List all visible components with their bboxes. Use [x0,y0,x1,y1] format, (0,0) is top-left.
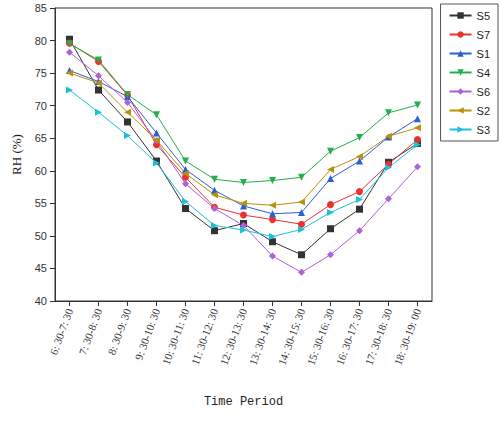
svg-text:85: 85 [35,2,47,14]
svg-text:16: 30-17: 30: 16: 30-17: 30 [334,306,366,366]
svg-text:80: 80 [35,35,47,47]
svg-text:8: 30-9: 30: 8: 30-9: 30 [105,306,133,356]
svg-text:S1: S1 [477,48,490,60]
svg-text:40: 40 [35,295,47,307]
svg-text:S5: S5 [477,10,490,22]
svg-text:S2: S2 [477,105,490,117]
svg-text:70: 70 [35,100,47,112]
svg-text:11: 30-12: 30: 11: 30-12: 30 [189,306,221,366]
svg-text:17: 30-18: 30: 17: 30-18: 30 [363,306,395,366]
svg-text:7: 30-8: 30: 7: 30-8: 30 [76,306,104,356]
svg-text:15: 30-16: 30: 15: 30-16: 30 [305,306,337,366]
svg-text:45: 45 [35,262,47,274]
svg-text:12: 30-13: 30: 12: 30-13: 30 [218,306,250,366]
svg-text:10: 30-11: 30: 10: 30-11: 30 [160,306,192,366]
svg-text:55: 55 [35,197,47,209]
svg-text:60: 60 [35,165,47,177]
svg-text:S7: S7 [477,29,490,41]
svg-text:18: 30-19: 00: 18: 30-19: 00 [392,306,424,366]
svg-text:9: 30-10: 30: 9: 30-10: 30 [132,306,162,361]
svg-text:14: 30-15: 30: 14: 30-15: 30 [276,306,308,366]
svg-text:13: 30-14: 30: 13: 30-14: 30 [247,306,279,366]
svg-text:RH (%): RH (%) [9,134,24,175]
svg-text:S6: S6 [477,86,490,98]
svg-text:65: 65 [35,132,47,144]
svg-text:50: 50 [35,230,47,242]
svg-text:Time Period: Time Period [204,395,283,409]
svg-text:75: 75 [35,67,47,79]
svg-text:6: 30-7: 30: 6: 30-7: 30 [47,306,75,356]
svg-text:S4: S4 [477,67,490,79]
svg-text:S3: S3 [477,124,490,136]
